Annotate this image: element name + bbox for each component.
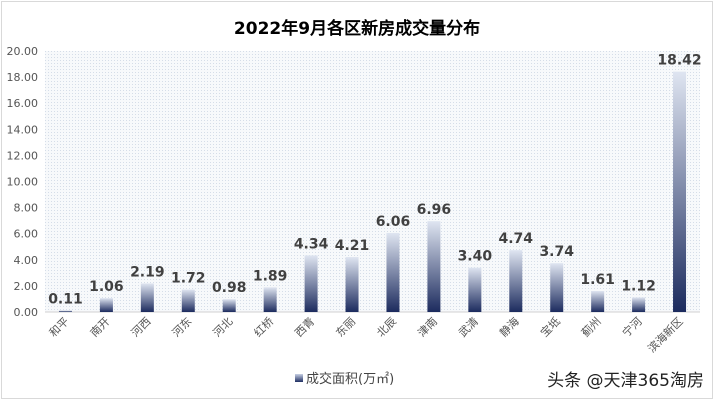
y-tick-label: 20.00 [7, 45, 39, 58]
plot-area [45, 51, 700, 312]
bar [99, 298, 113, 312]
bar [550, 263, 564, 312]
x-tick-label: 河北 [211, 315, 236, 340]
y-tick-label: 6.00 [14, 228, 39, 241]
data-label: 2.19 [130, 264, 165, 280]
bar [427, 221, 441, 312]
x-tick-label: 红桥 [252, 315, 277, 340]
x-tick-label: 武清 [456, 315, 481, 340]
bar [140, 283, 154, 312]
y-tick-label: 18.00 [7, 71, 39, 84]
data-label: 4.34 [294, 236, 329, 252]
data-label: 1.06 [89, 279, 124, 295]
bar [386, 232, 400, 312]
data-label: 3.40 [458, 249, 493, 265]
legend-label: 成交面积(万㎡) [306, 372, 395, 387]
x-tick-label: 西青 [292, 315, 317, 340]
x-tick-label: 静海 [496, 314, 521, 339]
bar [509, 250, 523, 312]
bar [263, 287, 277, 312]
x-tick-label: 津南 [415, 315, 440, 340]
x-tick-label: 东丽 [333, 315, 358, 340]
y-tick-label: 4.00 [14, 254, 39, 267]
y-tick-label: 0.00 [14, 306, 39, 319]
x-tick-label: 河东 [170, 315, 195, 340]
x-tick-label: 南开 [88, 315, 113, 340]
data-label: 6.06 [376, 214, 411, 230]
chart-title: 2022年9月各区新房成交量分布 [233, 19, 481, 39]
data-label: 1.12 [621, 278, 656, 294]
x-tick-label: 和平 [47, 315, 72, 340]
x-tick-label: 宝坻 [537, 314, 562, 339]
bar [222, 299, 236, 312]
data-label: 0.98 [212, 280, 247, 296]
y-tick-label: 14.00 [7, 123, 39, 136]
bar [345, 257, 359, 312]
bar [181, 289, 195, 312]
bar [58, 310, 72, 312]
bar [468, 267, 482, 312]
bar [591, 290, 605, 312]
y-tick-label: 10.00 [7, 176, 39, 189]
bar [632, 297, 646, 312]
y-tick-label: 8.00 [14, 202, 39, 215]
x-tick-label: 河西 [129, 315, 154, 340]
legend-swatch [295, 373, 303, 382]
x-tick-label: 蓟州 [579, 315, 604, 340]
data-label: 4.21 [335, 238, 370, 254]
x-tick-label: 北辰 [374, 315, 399, 340]
data-label: 6.96 [417, 202, 452, 218]
data-label: 3.74 [539, 244, 574, 260]
watermark: 头条 @天津365淘房 [547, 371, 704, 391]
legend: 成交面积(万㎡) [295, 368, 394, 387]
y-tick-label: 12.00 [7, 149, 39, 162]
bar [673, 71, 687, 312]
x-tick-label: 宁河 [619, 314, 644, 339]
y-tick-label: 2.00 [14, 280, 39, 293]
data-label: 4.74 [499, 231, 534, 247]
data-label: 1.61 [580, 272, 615, 288]
data-label: 18.42 [657, 53, 701, 69]
bar [304, 255, 318, 312]
data-label: 1.72 [171, 271, 206, 287]
data-label: 1.89 [253, 268, 288, 284]
x-tick-label: 滨海新区 [645, 314, 686, 355]
data-label: 0.11 [48, 292, 83, 308]
y-tick-label: 16.00 [7, 97, 39, 110]
